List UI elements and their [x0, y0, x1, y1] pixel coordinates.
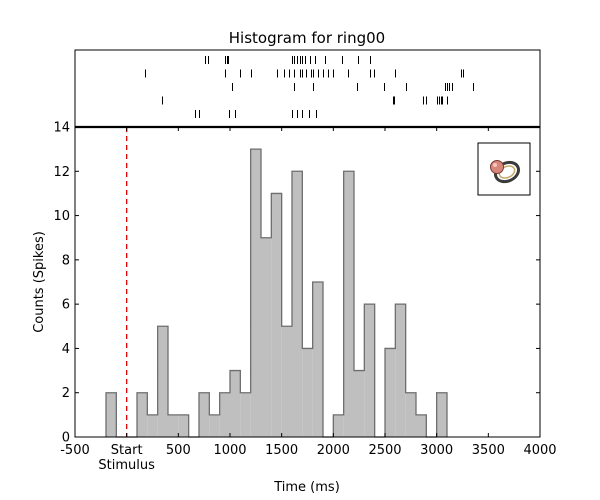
- histogram-bar: [385, 348, 396, 437]
- ring-gem: [490, 160, 504, 174]
- x-tick-label: 1500: [265, 443, 298, 458]
- histogram-bar: [343, 171, 354, 438]
- x-tick-sublabel: Stimulus: [98, 458, 155, 473]
- histogram-bar: [219, 392, 230, 437]
- histogram-bar: [178, 414, 189, 437]
- histogram-outline: [105, 148, 448, 438]
- x-tick-label: 3000: [420, 443, 453, 458]
- y-tick-label: 8: [62, 253, 70, 268]
- x-tick-label: 3500: [472, 443, 505, 458]
- y-tick-label: 4: [62, 342, 70, 357]
- thumbnail-frame: [477, 142, 531, 196]
- x-tick-label: Start: [111, 443, 143, 458]
- x-tick-label: 500: [166, 443, 191, 458]
- histogram-bar: [312, 282, 323, 437]
- histogram-bar: [302, 348, 313, 437]
- y-tick-label: 2: [62, 386, 70, 401]
- histogram-bar: [364, 304, 375, 437]
- spike-raster-panel: [74, 49, 541, 128]
- histogram-bar: [137, 392, 148, 437]
- histogram-bar: [250, 149, 261, 437]
- y-tick-label: 10: [53, 209, 70, 224]
- ring-stimulus-image: [477, 142, 531, 196]
- histogram-bar: [209, 414, 220, 437]
- x-tick-label: 2000: [317, 443, 350, 458]
- histogram-bar: [147, 414, 158, 437]
- x-tick-label: 1000: [213, 443, 246, 458]
- histogram-bar: [292, 171, 303, 438]
- histogram-bar: [281, 326, 292, 437]
- y-axis-label: Counts (Spikes): [32, 231, 47, 333]
- histogram-bar: [261, 237, 272, 437]
- histogram-bar: [354, 370, 365, 437]
- y-tick-label: 14: [53, 121, 70, 136]
- histogram-bar: [333, 414, 344, 437]
- histogram-bar: [199, 392, 210, 437]
- histogram-bar: [405, 392, 416, 437]
- ring-band-inner: [498, 165, 516, 179]
- x-tick-label: 4000: [523, 443, 556, 458]
- histogram-bar: [240, 392, 251, 437]
- raster-frame: [74, 49, 541, 128]
- histogram-bar: [395, 304, 406, 437]
- histogram-bar: [436, 392, 447, 437]
- histogram-bar: [106, 392, 117, 437]
- chart-title: Histogram for ring00: [229, 29, 385, 47]
- gem-highlight: [493, 163, 497, 167]
- histogram-panel: 0 2 4 6 8 10 12 14 -500 Start 500 1000 1500 2000 2500 3…: [53, 121, 556, 474]
- y-tick-label: 12: [53, 165, 70, 180]
- histogram-bar: [168, 414, 179, 437]
- y-tick-label: 6: [62, 298, 70, 313]
- histogram-bar: [157, 326, 168, 437]
- histogram-bar: [230, 370, 241, 437]
- x-tick-label: 2500: [368, 443, 401, 458]
- histogram-bar: [416, 414, 427, 437]
- histogram-bar: [271, 193, 282, 437]
- y-tick-label: 0: [62, 431, 70, 446]
- x-tick-label: -500: [60, 443, 90, 458]
- x-axis-label: Time (ms): [273, 480, 340, 495]
